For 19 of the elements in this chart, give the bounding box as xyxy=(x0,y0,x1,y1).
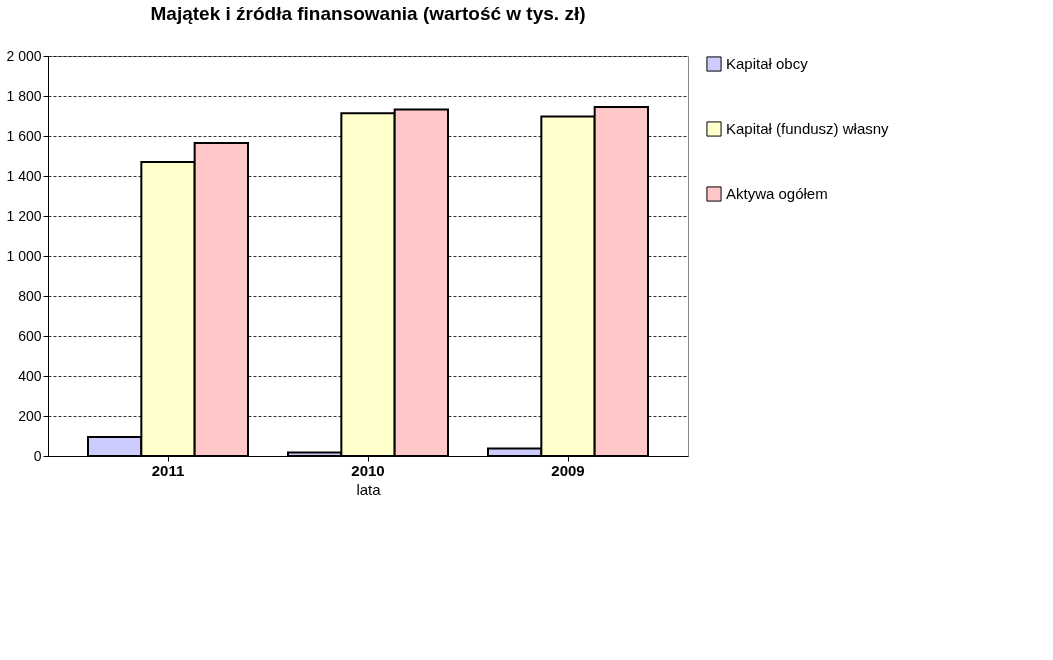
chart-title: Majątek i źródła finansowania (wartość w tys. zł) xyxy=(150,3,586,24)
legend-label: Kapitał obcy xyxy=(726,55,809,72)
y-tick-label: 1 200 xyxy=(6,207,42,224)
y-tick-label: 1 400 xyxy=(6,167,42,184)
y-tick-label: 0 xyxy=(33,447,42,464)
y-tick-label: 1 000 xyxy=(6,247,42,264)
legend-label: Kapitał (fundusz) własny xyxy=(726,120,890,137)
y-tick-label: 600 xyxy=(18,327,42,344)
x-tick-label: 2010 xyxy=(351,461,385,479)
y-tick-label: 800 xyxy=(18,287,42,304)
y-tick-label: 2 000 xyxy=(6,47,42,64)
y-tick-label: 400 xyxy=(18,367,42,384)
x-axis-title: lata xyxy=(356,480,382,498)
x-tick-label: 2009 xyxy=(551,461,585,479)
y-tick-label: 200 xyxy=(18,407,42,424)
x-tick-label: 2011 xyxy=(151,461,185,479)
y-tick-label: 1 800 xyxy=(6,87,42,104)
y-tick-label: 1 600 xyxy=(6,127,42,144)
legend-label: Aktywa ogółem xyxy=(726,185,828,202)
